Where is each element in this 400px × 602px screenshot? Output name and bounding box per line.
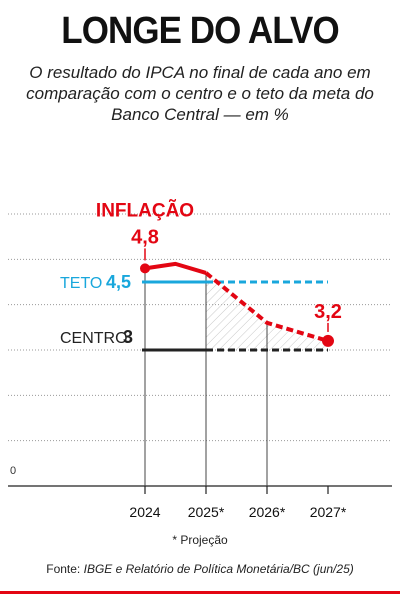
centro-value-label: 3 — [123, 327, 133, 347]
source: Fonte: IBGE e Relatório de Política Mone… — [0, 562, 400, 576]
inflacao-line-actual — [144, 261, 207, 275]
footnote: * Projeção — [172, 533, 228, 547]
inflacao-series-label: INFLAÇÃO — [96, 199, 194, 221]
centro-label: CENTRO — [60, 330, 128, 347]
y-tick-label: 0 — [10, 465, 16, 477]
bottom-rule — [0, 591, 400, 594]
inflacao-line-projection — [204, 271, 329, 343]
inflacao-point-2024 — [140, 263, 150, 274]
inflacao-value-label-2024: 4,8 — [131, 226, 159, 248]
projection-area — [206, 272, 328, 350]
inflacao-point-2027 — [322, 334, 334, 347]
x-tick-label: 2025* — [188, 504, 225, 520]
x-tick-label: 2026* — [249, 504, 286, 520]
x-tick-label: 2027* — [310, 504, 347, 520]
chart-subtitle: O resultado do IPCA no final de cada ano… — [26, 63, 374, 124]
source-label: Fonte: — [46, 562, 81, 576]
inflacao-value-label-2027: 3,2 — [314, 301, 342, 323]
source-text: IBGE e Relatório de Política Monetária/B… — [83, 562, 354, 576]
teto-label: TETO — [60, 275, 102, 292]
teto-value-label: 4,5 — [106, 272, 131, 292]
chart-title: LONGE DO ALVO — [61, 10, 339, 52]
x-tick-label: 2024 — [129, 504, 160, 520]
